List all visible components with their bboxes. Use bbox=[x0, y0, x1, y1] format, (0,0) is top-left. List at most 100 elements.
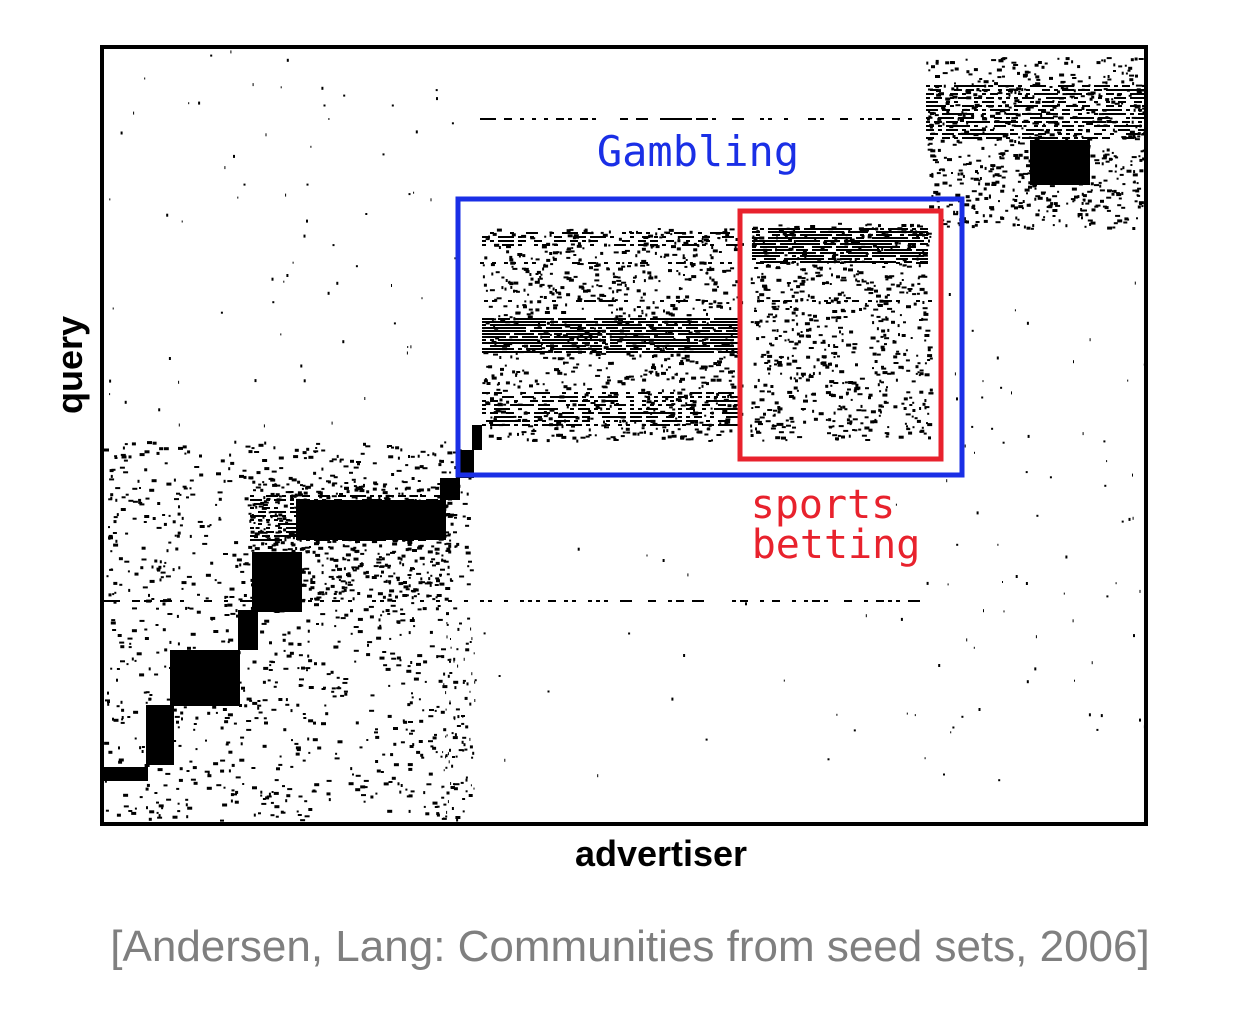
matrix-dot bbox=[649, 371, 652, 375]
matrix-dot bbox=[416, 750, 421, 754]
matrix-dot bbox=[610, 396, 614, 398]
matrix-dot bbox=[633, 334, 639, 337]
matrix-dot bbox=[1042, 101, 1046, 103]
matrix-dot bbox=[1014, 89, 1018, 91]
matrix-dot bbox=[482, 264, 485, 267]
matrix-dot bbox=[243, 563, 248, 566]
matrix-dot bbox=[440, 493, 443, 497]
matrix-dot bbox=[791, 311, 796, 315]
matrix-dot bbox=[1014, 117, 1018, 119]
matrix-dot bbox=[410, 790, 415, 793]
matrix-dot bbox=[522, 333, 526, 335]
matrix-dot bbox=[912, 234, 916, 236]
matrix-dot bbox=[1084, 225, 1087, 228]
matrix-dot bbox=[260, 794, 263, 797]
matrix-dot bbox=[574, 324, 578, 326]
matrix-dot bbox=[848, 268, 853, 272]
matrix-dot bbox=[1106, 89, 1110, 91]
matrix-dot bbox=[774, 359, 779, 362]
matrix-dot bbox=[630, 327, 634, 329]
matrix-dot bbox=[510, 412, 514, 414]
matrix-dot bbox=[663, 429, 665, 433]
matrix-dot bbox=[616, 289, 622, 292]
matrix-dot bbox=[132, 776, 137, 780]
matrix-dot bbox=[826, 316, 830, 320]
matrix-dot bbox=[152, 719, 155, 723]
matrix-dot bbox=[598, 404, 602, 406]
matrix-dot bbox=[841, 333, 844, 336]
matrix-dot bbox=[132, 500, 138, 503]
matrix-dot bbox=[554, 324, 558, 326]
matrix-dot bbox=[660, 233, 664, 236]
matrix-dot bbox=[605, 381, 610, 385]
matrix-dot bbox=[439, 459, 442, 463]
matrix-dot bbox=[661, 371, 666, 375]
matrix-dot bbox=[694, 424, 698, 426]
matrix-dot bbox=[974, 97, 978, 99]
matrix-dot bbox=[611, 361, 614, 365]
matrix-dot bbox=[1041, 110, 1047, 113]
matrix-dot bbox=[121, 708, 125, 712]
matrix-dot bbox=[619, 420, 622, 423]
matrix-dot bbox=[562, 240, 566, 242]
matrix-dot bbox=[844, 237, 848, 239]
matrix-dot bbox=[973, 208, 976, 210]
matrix-dot bbox=[1059, 73, 1065, 77]
matrix-dot bbox=[930, 133, 934, 135]
matrix-dot bbox=[1108, 170, 1113, 173]
matrix-dot bbox=[958, 169, 963, 172]
matrix-dot bbox=[728, 324, 732, 327]
matrix-dot bbox=[734, 400, 738, 402]
matrix-dot bbox=[486, 321, 490, 323]
matrix-dot bbox=[617, 380, 623, 384]
matrix-dot bbox=[678, 333, 682, 335]
matrix-dot bbox=[408, 721, 413, 723]
matrix-dot bbox=[784, 319, 790, 323]
matrix-dot bbox=[546, 424, 550, 426]
matrix-dot bbox=[686, 404, 690, 406]
matrix-dot bbox=[642, 378, 647, 382]
matrix-dot bbox=[652, 355, 654, 358]
matrix-dot bbox=[409, 732, 413, 735]
matrix-dot bbox=[1049, 185, 1055, 188]
matrix-dot bbox=[973, 68, 978, 72]
matrix-dot bbox=[1118, 65, 1123, 68]
matrix-dot bbox=[1130, 125, 1134, 127]
matrix-dot bbox=[235, 790, 239, 794]
matrix-dot bbox=[648, 370, 651, 373]
matrix-dot bbox=[803, 399, 808, 403]
matrix-dot bbox=[1026, 192, 1028, 195]
matrix-dot bbox=[1002, 121, 1006, 123]
matrix-dot bbox=[608, 244, 611, 247]
matrix-dot bbox=[522, 404, 526, 406]
matrix-dot bbox=[542, 333, 546, 335]
matrix-dot bbox=[546, 321, 550, 325]
matrix-dot bbox=[930, 129, 934, 131]
matrix-dot bbox=[898, 242, 901, 245]
matrix-dot bbox=[926, 61, 929, 65]
matrix-dot bbox=[515, 352, 518, 355]
matrix-dot bbox=[718, 327, 722, 329]
matrix-dot bbox=[710, 327, 714, 329]
matrix-dot bbox=[820, 362, 825, 364]
matrix-dot bbox=[494, 336, 498, 338]
matrix-dot bbox=[1034, 134, 1039, 137]
matrix-dot bbox=[906, 265, 912, 268]
matrix-dot bbox=[642, 244, 646, 246]
matrix-dot bbox=[725, 418, 731, 421]
matrix-dot bbox=[966, 90, 971, 93]
matrix-dot bbox=[813, 314, 817, 318]
matrix-dot bbox=[986, 101, 990, 103]
matrix-dot bbox=[711, 267, 715, 271]
matrix-dot bbox=[1138, 117, 1142, 119]
matrix-dot bbox=[630, 342, 634, 344]
matrix-dot bbox=[554, 236, 558, 238]
matrix-dot bbox=[307, 640, 310, 643]
matrix-dot bbox=[513, 289, 515, 293]
matrix-dot bbox=[544, 235, 547, 238]
matrix-dot bbox=[751, 401, 756, 405]
matrix-dot bbox=[535, 308, 540, 312]
matrix-dot bbox=[673, 337, 676, 340]
matrix-dot bbox=[108, 593, 112, 597]
matrix-dot bbox=[1078, 129, 1082, 131]
